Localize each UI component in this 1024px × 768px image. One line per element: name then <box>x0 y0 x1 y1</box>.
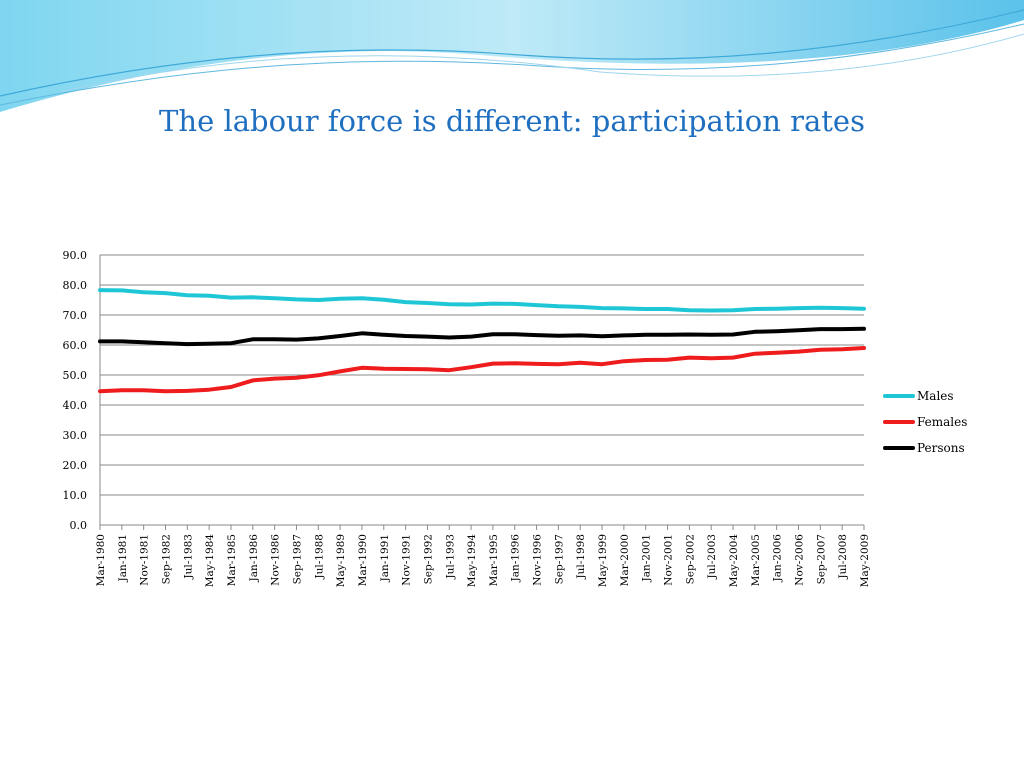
x-tick-label: Sep-1987 <box>291 534 303 584</box>
x-tick-label: Sep-2007 <box>815 534 827 584</box>
x-tick-label: Jan-2006 <box>772 534 784 583</box>
y-tick-label: 80.0 <box>63 279 88 292</box>
x-tick-label: Jan-1986 <box>248 534 260 583</box>
x-tick-label: Mar-2000 <box>619 534 631 586</box>
y-tick-label: 0.0 <box>70 519 88 532</box>
x-tick-label: Jan-2001 <box>641 534 653 583</box>
x-tick-label: May-1999 <box>597 534 609 587</box>
series-line-persons <box>98 326 866 347</box>
y-tick-label: 40.0 <box>63 399 88 412</box>
header-wave-decoration <box>0 0 1024 112</box>
x-tick-label: May-2004 <box>728 534 740 588</box>
x-axis-tick-labels: Mar-1980 Jan-1981 Nov-1981 Sep-1982 Jul-1983… <box>95 534 871 588</box>
x-tick-label: Jul-2008 <box>837 534 849 580</box>
x-tick-label: Nov-1986 <box>270 534 282 586</box>
x-tick-label: Nov-2001 <box>663 534 675 586</box>
x-tick-label: Mar-2005 <box>750 534 762 586</box>
x-tick-label: May-1984 <box>204 534 216 588</box>
x-tick-label: Jul-2003 <box>706 534 718 580</box>
y-tick-label: 30.0 <box>63 429 88 442</box>
legend-label-males: Males <box>917 389 954 403</box>
x-tick-label: Sep-2002 <box>684 534 696 584</box>
slide-title: The labour force is different: participa… <box>159 104 865 138</box>
x-tick-label: Jan-1991 <box>379 534 391 583</box>
y-tick-label: 50.0 <box>63 369 88 382</box>
x-tick-label: Mar-1985 <box>226 534 238 586</box>
x-tick-label: Mar-1990 <box>357 534 369 586</box>
legend-label-persons: Persons <box>917 441 965 455</box>
series-line-females <box>98 346 866 394</box>
y-tick-label: 20.0 <box>63 459 88 472</box>
x-tick-label: Jul-1983 <box>182 534 194 580</box>
y-tick-label: 10.0 <box>63 489 88 502</box>
x-tick-label: Sep-1997 <box>553 534 565 584</box>
x-tick-label: Nov-1996 <box>532 534 544 586</box>
x-tick-label: Nov-2006 <box>794 534 806 586</box>
x-tick-label: Jul-1998 <box>575 534 587 580</box>
series-lines <box>98 288 866 394</box>
x-tick-label: Sep-1982 <box>160 534 172 584</box>
x-tick-label: Jan-1981 <box>117 534 129 583</box>
x-tick-label: Jul-1993 <box>444 534 456 580</box>
legend: Males Females Persons <box>883 389 967 455</box>
x-tick-label: May-2009 <box>859 534 871 587</box>
x-tick-label: Sep-1992 <box>422 534 434 584</box>
x-tick-label: Jan-1996 <box>510 534 522 583</box>
y-tick-label: 60.0 <box>63 339 88 352</box>
x-tick-label: Nov-1981 <box>139 534 151 586</box>
y-axis-tick-labels: 0.0 10.0 20.0 30.0 40.0 50.0 60.0 70.0 80.0 90.0 <box>63 249 88 532</box>
x-tick-label: Mar-1995 <box>488 534 500 586</box>
y-tick-label: 90.0 <box>63 249 88 262</box>
x-tick-label: Mar-1980 <box>95 534 107 586</box>
y-tick-label: 70.0 <box>63 309 88 322</box>
x-tick-label: Nov-1991 <box>401 534 413 586</box>
x-tick-label: May-1994 <box>466 534 478 588</box>
x-tick-label: Jul-1988 <box>313 534 325 580</box>
series-line-males <box>98 288 866 313</box>
x-tick-label: May-1989 <box>335 534 347 587</box>
legend-label-females: Females <box>917 415 967 429</box>
